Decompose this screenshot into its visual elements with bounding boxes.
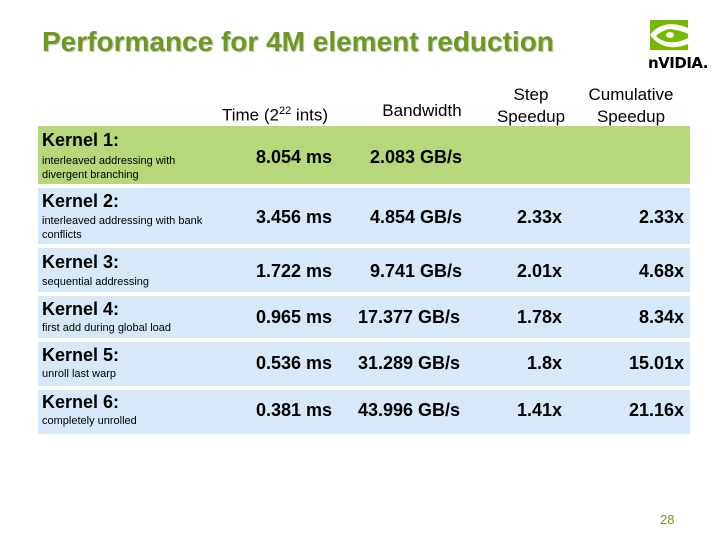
bandwidth-value: 31.289 GB/s — [358, 353, 461, 373]
table-row-kernel-3: Kernel 3: sequential addressing 1.722 ms… — [38, 248, 690, 292]
nvidia-logo: nVIDIA. — [640, 16, 716, 76]
kernel-description: completely unrolled — [42, 415, 137, 427]
step-speedup-value: 1.41x — [516, 400, 562, 420]
kernel-description: interleaved addressing with divergent br… — [42, 155, 176, 181]
table-row-kernel-1: Kernel 1: interleaved addressing with di… — [38, 126, 690, 184]
step-speedup-value: 2.33x — [516, 207, 562, 227]
header-step-speedup: Step Speedup — [496, 85, 566, 126]
slide-title: Performance for 4M element reduction — [42, 26, 554, 57]
cumulative-speedup-value: 4.68x — [638, 261, 684, 281]
bandwidth-value: 2.083 GB/s — [370, 147, 463, 167]
kernel-name: Kernel 3: — [42, 252, 120, 272]
header-cumulative-speedup: Cumulative Speedup — [588, 85, 674, 126]
time-value: 0.381 ms — [256, 400, 333, 420]
kernel-name: Kernel 5: — [42, 345, 120, 365]
step-speedup-value: 2.01x — [516, 261, 562, 281]
kernel-name: Kernel 6: — [42, 392, 120, 412]
table-row-kernel-6: Kernel 6: completely unrolled 0.381 ms 4… — [38, 390, 690, 434]
kernel-description: interleaved addressing with bank conflic… — [42, 215, 203, 241]
bandwidth-value: 4.854 GB/s — [370, 207, 463, 227]
step-speedup-value: 1.78x — [516, 307, 562, 327]
kernel-description: first add during global load — [42, 322, 172, 334]
table-row-kernel-4: Kernel 4: first add during global load 0… — [38, 296, 690, 338]
time-value: 0.536 ms — [256, 353, 333, 373]
header-time: Time (222 ints) — [221, 105, 329, 125]
cumulative-speedup-value: 15.01x — [628, 353, 684, 373]
kernel-name: Kernel 1: — [42, 130, 120, 150]
time-value: 3.456 ms — [256, 207, 333, 227]
table-row-kernel-5: Kernel 5: unroll last warp 0.536 ms 31.2… — [38, 342, 690, 386]
time-value: 1.722 ms — [256, 261, 333, 281]
cumulative-speedup-value: 8.34x — [638, 307, 684, 327]
kernel-name: Kernel 2: — [42, 191, 120, 211]
cumulative-speedup-value: 2.33x — [638, 207, 684, 227]
time-value: 0.965 ms — [256, 307, 333, 327]
page-number: 28 — [660, 512, 675, 527]
kernel-name: Kernel 4: — [42, 299, 120, 319]
header-bandwidth: Bandwidth — [382, 101, 462, 120]
kernel-description: unroll last warp — [42, 368, 116, 380]
kernel-description: sequential addressing — [42, 276, 150, 288]
nvidia-wordmark: nVIDIA. — [648, 54, 709, 72]
bandwidth-value: 43.996 GB/s — [358, 400, 461, 420]
cumulative-speedup-value: 21.16x — [628, 400, 684, 420]
nvidia-eye-icon — [650, 20, 688, 50]
time-value: 8.054 ms — [256, 147, 333, 167]
step-speedup-value: 1.8x — [526, 353, 562, 373]
table-row-kernel-2: Kernel 2: interleaved addressing with ba… — [38, 188, 690, 244]
bandwidth-value: 17.377 GB/s — [358, 307, 461, 327]
bandwidth-value: 9.741 GB/s — [370, 261, 463, 281]
